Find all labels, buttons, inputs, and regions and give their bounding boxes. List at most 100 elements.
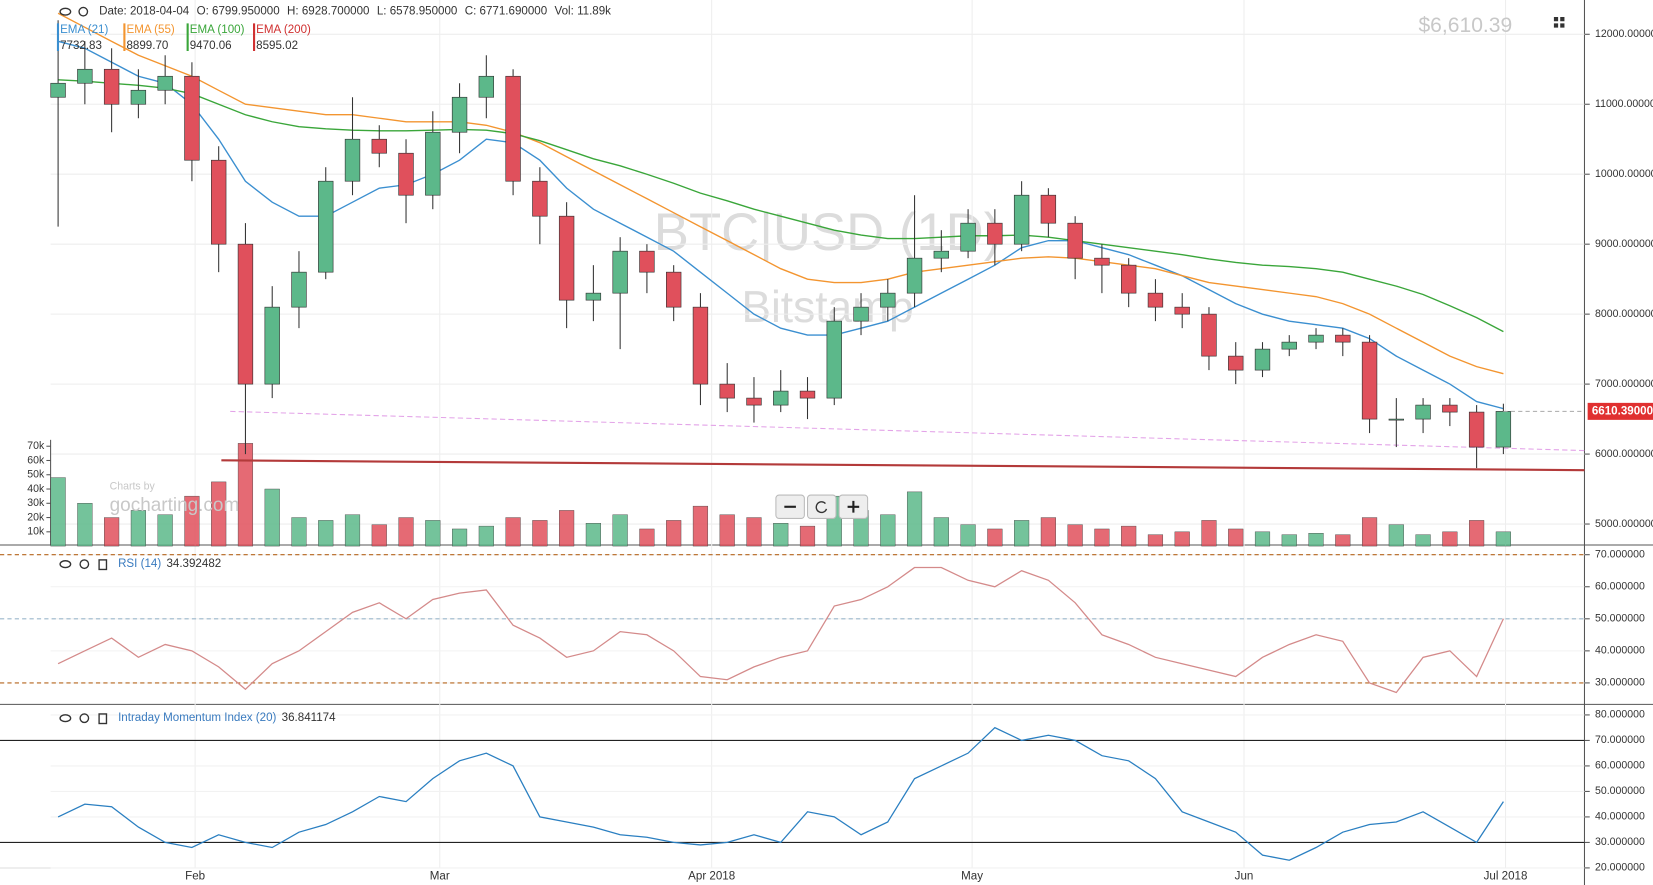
candle-body bbox=[826, 320, 842, 399]
watermark-symbol: BTC|USD (1D) bbox=[654, 203, 1001, 262]
volume-bar bbox=[666, 520, 682, 547]
volume-bar bbox=[1335, 534, 1351, 547]
volume-bar bbox=[157, 514, 173, 547]
y-tick-label: 50.000000 bbox=[1595, 613, 1645, 625]
volume-bar bbox=[1014, 520, 1030, 547]
volume-bar bbox=[906, 491, 923, 547]
delete-icon[interactable] bbox=[98, 559, 108, 571]
volume-bar bbox=[612, 514, 628, 547]
candle-body bbox=[933, 250, 950, 259]
volume-bar bbox=[559, 510, 575, 547]
legend-name: EMA (21) bbox=[60, 23, 108, 36]
candle-body bbox=[960, 222, 976, 252]
volume-bar bbox=[451, 528, 468, 547]
candle-body bbox=[1147, 292, 1164, 308]
layout-icon bbox=[1560, 23, 1565, 28]
candle-body bbox=[425, 131, 441, 196]
volume-bar bbox=[130, 510, 146, 547]
candle-body bbox=[344, 138, 361, 182]
legend-name: EMA (200) bbox=[256, 23, 311, 36]
volume-bar bbox=[344, 514, 361, 547]
legend-swatch bbox=[123, 23, 126, 51]
legend-name: EMA (100) bbox=[190, 23, 245, 36]
y-tick-label: 40.000000 bbox=[1595, 645, 1645, 657]
delete-icon[interactable] bbox=[98, 713, 108, 725]
y-tick-label: 8000.000000 bbox=[1595, 308, 1653, 320]
candle-body bbox=[291, 271, 307, 308]
y-tick-label: 11000.000000 bbox=[1595, 98, 1653, 110]
header-price: $6,610.39 bbox=[1418, 14, 1512, 37]
candle-body bbox=[237, 243, 254, 385]
volume-bar bbox=[371, 524, 387, 547]
y-tick-label: 12000.000000 bbox=[1595, 28, 1653, 40]
legend-readout: 7732.83 bbox=[60, 39, 102, 52]
settings-icon[interactable] bbox=[78, 6, 89, 17]
volume-bar bbox=[1415, 534, 1431, 547]
candle-body bbox=[746, 397, 762, 406]
readout-item: L: 6578.950000 bbox=[377, 5, 458, 18]
y-tick-label: 60.000000 bbox=[1595, 760, 1645, 772]
ema-line bbox=[57, 12, 1504, 375]
candle-body bbox=[371, 138, 387, 154]
candle-body bbox=[1415, 404, 1431, 420]
candle-body bbox=[1388, 418, 1404, 421]
legend-swatch bbox=[56, 23, 60, 51]
candle-body bbox=[1228, 355, 1244, 371]
candle-body bbox=[130, 89, 147, 105]
x-tick-label: Apr 2018 bbox=[688, 870, 735, 883]
y-tick-label: 10000.000000 bbox=[1595, 168, 1653, 180]
volume-bar bbox=[960, 524, 976, 547]
candle-body bbox=[1174, 306, 1190, 315]
reset-button[interactable] bbox=[806, 494, 837, 519]
indicator-legend: Intraday Momentum Index (20) 36.841174 bbox=[118, 711, 336, 724]
layout-icon[interactable] bbox=[1553, 16, 1559, 22]
volume-bar bbox=[746, 517, 762, 547]
ema-line bbox=[58, 79, 1504, 333]
candle-body bbox=[1121, 264, 1137, 294]
candle-body bbox=[1335, 334, 1351, 343]
readout-item: Vol: 11.89k bbox=[555, 5, 612, 18]
settings-icon[interactable] bbox=[79, 559, 90, 570]
volume-bar bbox=[1228, 528, 1244, 547]
layout-icon bbox=[1560, 16, 1565, 22]
legend-readout: 9470.06 bbox=[190, 39, 232, 52]
candle-body bbox=[1308, 334, 1324, 343]
volume-bar bbox=[237, 443, 254, 547]
indicator-name: RSI (14) bbox=[118, 557, 161, 570]
candle-body bbox=[1495, 411, 1512, 448]
volume-bar bbox=[478, 525, 494, 547]
volume-bar bbox=[398, 517, 414, 547]
candle-body bbox=[853, 306, 869, 322]
eye-icon[interactable] bbox=[59, 560, 72, 569]
header-icons[interactable] bbox=[59, 6, 1565, 28]
candle-body bbox=[77, 68, 93, 84]
indicator-legend: RSI (14) 34.392482 bbox=[118, 557, 221, 570]
zoom-controls[interactable] bbox=[775, 494, 869, 519]
candle-body bbox=[157, 75, 173, 91]
volume-bar bbox=[1201, 520, 1217, 547]
volume-bar bbox=[264, 488, 280, 547]
candle-body bbox=[987, 222, 1003, 245]
volume-tick-label: 60k bbox=[27, 454, 45, 466]
volume-tick-label: 30k bbox=[27, 497, 45, 509]
eye-icon[interactable] bbox=[59, 7, 72, 16]
volume-bar bbox=[1094, 528, 1110, 547]
volume-bar bbox=[1495, 531, 1511, 547]
candle-body bbox=[1361, 341, 1378, 420]
volume-bar bbox=[1469, 520, 1485, 547]
y-tick-label: 30.000000 bbox=[1595, 836, 1645, 848]
candle-body bbox=[451, 96, 468, 133]
settings-icon[interactable] bbox=[79, 713, 90, 724]
legend-swatch bbox=[253, 23, 256, 51]
candle-body bbox=[1442, 404, 1458, 413]
volume-bar bbox=[104, 517, 120, 547]
candle-body bbox=[558, 215, 575, 301]
indicator-readout: 36.841174 bbox=[282, 711, 336, 724]
volume-bar bbox=[1121, 525, 1137, 547]
eye-icon[interactable] bbox=[59, 714, 72, 723]
legend-readout: 8899.70 bbox=[127, 39, 169, 52]
volume-bar bbox=[318, 520, 334, 547]
candle-body bbox=[1281, 341, 1297, 350]
